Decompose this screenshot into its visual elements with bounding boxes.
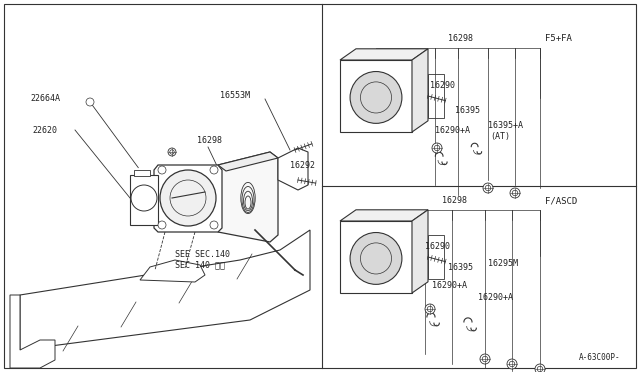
Text: (AT): (AT) [490, 131, 510, 141]
Polygon shape [130, 175, 158, 225]
Circle shape [483, 183, 493, 193]
Circle shape [350, 232, 402, 284]
Text: 22664A: 22664A [30, 93, 60, 103]
Bar [340, 221, 412, 293]
Text: F5+FA: F5+FA [545, 34, 572, 43]
Text: 16290: 16290 [425, 241, 450, 250]
Circle shape [86, 98, 94, 106]
Polygon shape [140, 260, 205, 282]
Polygon shape [10, 295, 55, 368]
Bar [340, 60, 412, 132]
Text: 16292: 16292 [290, 160, 315, 170]
Text: 16290: 16290 [430, 80, 455, 90]
Text: 16290+A: 16290+A [432, 282, 467, 291]
Circle shape [507, 359, 517, 369]
Text: 16290+A: 16290+A [435, 125, 470, 135]
Bar [428, 235, 444, 279]
Circle shape [160, 170, 216, 226]
Text: 16395: 16395 [448, 263, 473, 273]
Polygon shape [278, 148, 308, 190]
Circle shape [535, 364, 545, 372]
Text: 16395+A: 16395+A [488, 121, 523, 129]
Text: SEC 140 参照: SEC 140 参照 [175, 260, 225, 269]
Circle shape [432, 143, 442, 153]
Polygon shape [340, 49, 428, 60]
Polygon shape [218, 152, 278, 171]
Text: 22620: 22620 [32, 125, 57, 135]
Text: 16298: 16298 [448, 34, 473, 43]
Circle shape [158, 166, 166, 174]
Bar [134, 170, 150, 176]
Circle shape [168, 148, 176, 156]
Polygon shape [20, 230, 310, 350]
Polygon shape [340, 210, 428, 221]
Text: F/ASCD: F/ASCD [545, 196, 577, 205]
Text: 16298: 16298 [197, 135, 222, 144]
Text: A-63C00P-: A-63C00P- [579, 353, 620, 362]
Text: 16395: 16395 [455, 106, 480, 115]
Circle shape [510, 188, 520, 198]
Text: 16295M: 16295M [488, 260, 518, 269]
Circle shape [425, 304, 435, 314]
Circle shape [158, 221, 166, 229]
Polygon shape [412, 210, 428, 293]
Text: 16290+A: 16290+A [478, 294, 513, 302]
Polygon shape [412, 49, 428, 132]
Circle shape [210, 221, 218, 229]
Text: 16553M: 16553M [220, 90, 250, 99]
Polygon shape [218, 152, 278, 242]
Circle shape [210, 166, 218, 174]
Text: SEE SEC.140: SEE SEC.140 [175, 250, 230, 259]
Bar [428, 74, 444, 118]
Text: 16298: 16298 [442, 196, 467, 205]
Circle shape [350, 71, 402, 124]
Polygon shape [154, 165, 222, 232]
Circle shape [480, 354, 490, 364]
